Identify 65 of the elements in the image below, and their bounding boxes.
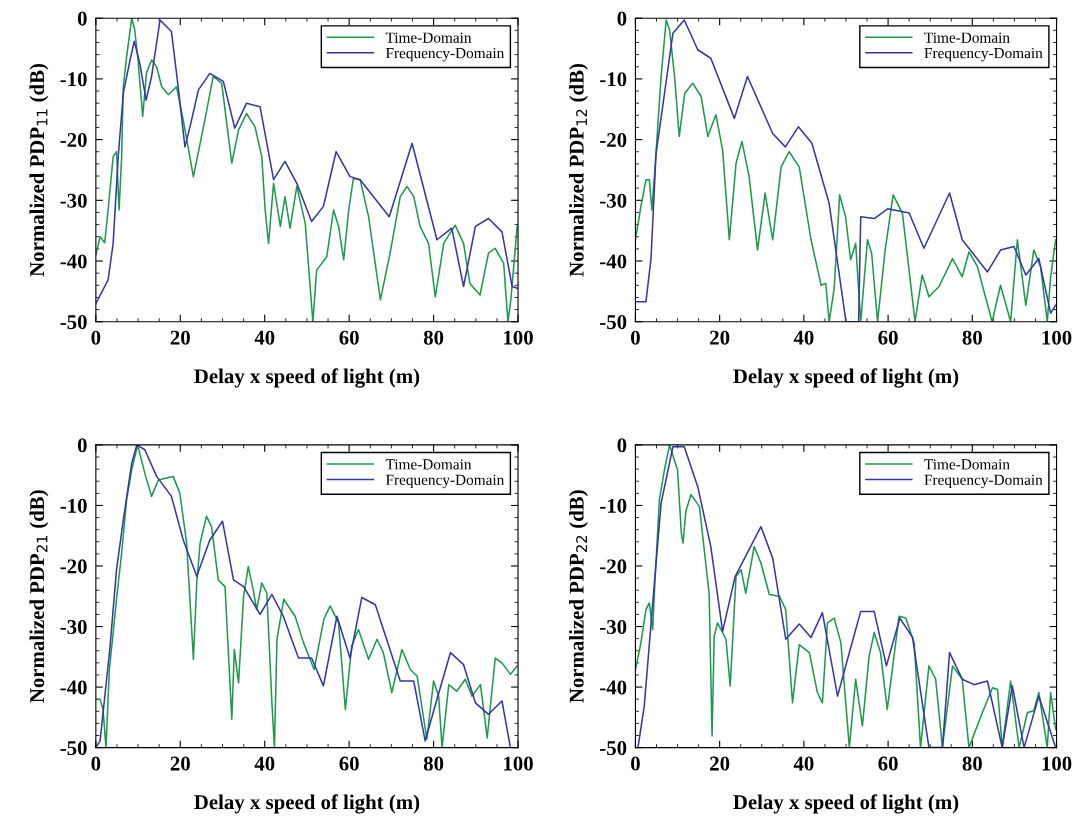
- x-tick-label: 60: [878, 756, 898, 771]
- legend-label: Frequency-Domain: [924, 474, 1043, 489]
- x-tick-label: 80: [423, 330, 444, 345]
- x-tick-label: 20: [710, 330, 730, 345]
- legend-label: Time-Domain: [924, 459, 1010, 470]
- x-tick-label: 20: [170, 756, 190, 771]
- legend-label: Time-Domain: [385, 459, 472, 470]
- y-tick-label: -20: [60, 132, 87, 148]
- x-tick-label: 20: [710, 756, 730, 771]
- x-tick-label: 100: [1042, 756, 1072, 771]
- x-tick-label: 100: [504, 756, 533, 771]
- x-tick-label: 80: [962, 756, 982, 771]
- x-tick-label: 40: [793, 756, 814, 771]
- legend-label: Frequency-Domain: [924, 48, 1043, 62]
- x-axis-title: Delay x speed of light (m): [194, 368, 420, 388]
- y-tick-label: 0: [617, 438, 627, 453]
- x-tick-label: 40: [254, 756, 275, 771]
- x-tick-label: 60: [339, 330, 359, 345]
- y-tick-label: -50: [600, 740, 627, 756]
- x-tick-label: 0: [91, 756, 101, 771]
- x-tick-label: 0: [631, 330, 640, 345]
- y-tick-label: 0: [77, 11, 87, 26]
- y-tick-label: -50: [60, 740, 87, 756]
- y-tick-label: -10: [600, 72, 627, 87]
- y-tick-label: -40: [600, 680, 627, 695]
- y-tick-label: -30: [60, 193, 87, 208]
- x-axis-title: Delay x speed of light (m): [733, 368, 959, 388]
- x-tick-label: 0: [91, 330, 101, 345]
- y-tick-label: -50: [60, 315, 87, 330]
- y-tick-label: -10: [600, 498, 627, 513]
- y-tick-label: -10: [60, 498, 87, 513]
- y-tick-label: -30: [60, 619, 87, 634]
- line-series: [635, 19, 1057, 322]
- legend-label: Frequency-Domain: [385, 474, 505, 489]
- legend-label: Time-Domain: [924, 32, 1010, 43]
- x-tick-label: 20: [170, 330, 190, 345]
- y-tick-label: -20: [600, 559, 627, 574]
- x-tick-label: 60: [339, 756, 359, 771]
- legend-label: Time-Domain: [385, 32, 472, 43]
- x-axis-title: Delay x speed of light (m): [194, 794, 420, 814]
- x-axis-title: Delay x speed of light (m): [733, 794, 959, 814]
- y-axis-title: Normalized PDP$_{21}$ (dB): [29, 490, 49, 703]
- y-tick-label: -40: [60, 680, 87, 695]
- y-tick-label: -30: [600, 619, 627, 634]
- x-tick-label: 80: [423, 756, 444, 771]
- y-tick-label: -20: [600, 132, 627, 148]
- x-tick-label: 40: [793, 330, 814, 345]
- legend-label: Frequency-Domain: [385, 48, 505, 62]
- x-tick-label: 40: [254, 330, 275, 345]
- y-axis-title: Normalized PDP$_{12}$ (dB): [569, 64, 588, 277]
- y-tick-label: -40: [600, 254, 627, 269]
- y-axis-title: Normalized PDP$_{22}$ (dB): [569, 490, 588, 703]
- x-tick-label: 80: [962, 330, 982, 345]
- x-tick-label: 100: [504, 330, 533, 345]
- x-tick-label: 100: [1042, 330, 1072, 345]
- y-tick-label: -10: [60, 72, 87, 87]
- y-tick-label: -50: [600, 315, 627, 330]
- y-tick-label: 0: [617, 11, 627, 26]
- y-tick-label: -40: [60, 254, 87, 269]
- y-tick-label: -20: [60, 559, 87, 574]
- y-axis-title: Normalized PDP$_{11}$ (dB): [29, 64, 49, 277]
- x-tick-label: 0: [631, 756, 640, 771]
- y-tick-label: -30: [600, 193, 627, 208]
- x-tick-label: 60: [878, 330, 898, 345]
- y-tick-label: 0: [77, 438, 87, 453]
